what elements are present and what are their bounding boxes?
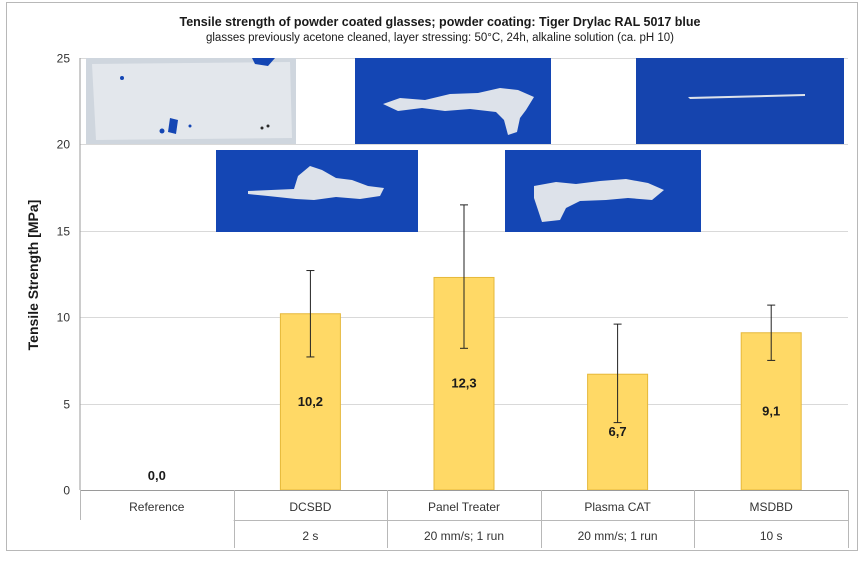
y-tick-label: 10 bbox=[57, 311, 71, 325]
x-category-sublabel: 10 s bbox=[760, 529, 783, 543]
photo-reference-sample bbox=[86, 58, 296, 144]
error-bars bbox=[306, 204, 776, 424]
x-category-label: Plasma CAT bbox=[584, 500, 651, 514]
y-axis-label: Tensile Strength [MPa] bbox=[25, 200, 41, 351]
photo-msdbd-sample bbox=[505, 150, 701, 232]
y-tick-label: 5 bbox=[63, 398, 70, 412]
x-category-sublabel: 20 mm/s; 1 run bbox=[578, 529, 658, 543]
x-category-table: Reference DCSBD 2 s Panel Treater 20 mm/s; 1… bbox=[80, 490, 849, 548]
photo-dcsbd-sample-top bbox=[355, 58, 551, 144]
chart-title: Tensile strength of powder coated glasse… bbox=[180, 15, 701, 29]
x-category-sublabel: 2 s bbox=[302, 529, 318, 543]
bar-value-label: 0,0 bbox=[148, 468, 166, 483]
value-labels: 0,0 10,2 12,3 6,7 9,1 bbox=[148, 376, 780, 483]
x-category-sublabel: 20 mm/s; 1 run bbox=[424, 529, 504, 543]
y-tick-label: 0 bbox=[63, 484, 70, 498]
y-tick-label: 15 bbox=[57, 225, 71, 239]
x-category-label: DCSBD bbox=[289, 500, 331, 514]
bar-value-label: 12,3 bbox=[451, 376, 476, 391]
photo-plasma-sample bbox=[216, 150, 418, 232]
x-category-label: MSDBD bbox=[750, 500, 794, 514]
y-tick-label: 20 bbox=[57, 138, 71, 152]
bar-value-label: 10,2 bbox=[298, 394, 323, 409]
chart-subtitle: glasses previously acetone cleaned, laye… bbox=[206, 32, 674, 44]
x-category-label: Reference bbox=[129, 500, 185, 514]
bar-value-label: 9,1 bbox=[762, 403, 780, 418]
x-category-label: Panel Treater bbox=[428, 500, 500, 514]
y-tick-labels: 0 5 10 15 20 25 bbox=[57, 52, 71, 498]
y-tick-label: 25 bbox=[57, 52, 71, 66]
sample-photos bbox=[86, 58, 844, 232]
bar-value-label: 6,7 bbox=[609, 424, 627, 439]
photo-panel-sample-top bbox=[636, 58, 844, 144]
